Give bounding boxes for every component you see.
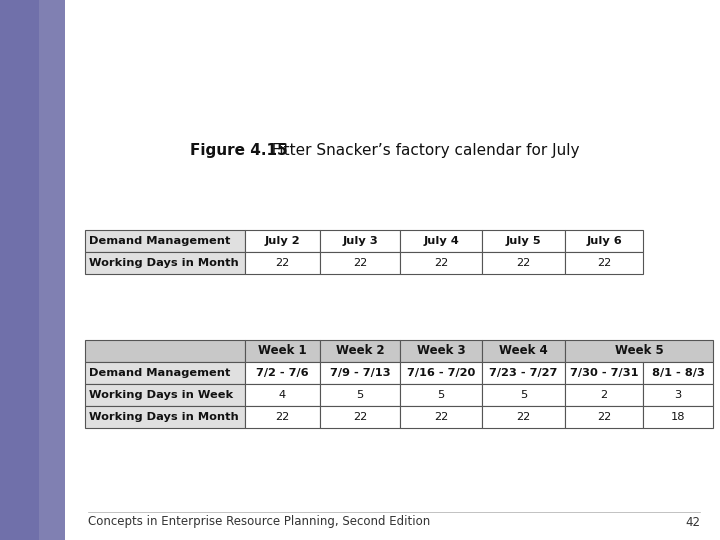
Bar (85, 384, 245, 406)
Bar (565, 384, 643, 406)
Bar (320, 252, 400, 274)
Bar (482, 252, 565, 274)
Bar (320, 230, 400, 252)
Text: 22: 22 (434, 258, 448, 268)
Bar (565, 362, 643, 384)
Text: 22: 22 (275, 412, 289, 422)
Text: 42: 42 (685, 516, 700, 529)
Text: 22: 22 (516, 412, 531, 422)
Text: 7/23 - 7/27: 7/23 - 7/27 (490, 368, 558, 378)
Text: 8/1 - 8/3: 8/1 - 8/3 (652, 368, 704, 378)
Bar (245, 384, 320, 406)
Text: July 5: July 5 (505, 236, 541, 246)
Bar (482, 230, 565, 252)
Bar (643, 384, 713, 406)
Text: July 3: July 3 (342, 236, 378, 246)
Text: 22: 22 (353, 412, 367, 422)
Bar (320, 362, 400, 384)
Bar (245, 362, 320, 384)
Bar (85, 230, 245, 252)
Text: 22: 22 (353, 258, 367, 268)
Text: July 6: July 6 (586, 236, 622, 246)
Text: Working Days in Week: Working Days in Week (89, 390, 233, 400)
Bar (245, 230, 320, 252)
Text: Week 4: Week 4 (499, 345, 548, 357)
Text: Demand Management: Demand Management (89, 368, 230, 378)
Bar (400, 230, 482, 252)
Text: Working Days in Month: Working Days in Month (89, 258, 239, 268)
Bar (85, 252, 245, 274)
Bar (320, 340, 400, 362)
Bar (245, 252, 320, 274)
Text: 22: 22 (434, 412, 448, 422)
Bar (320, 384, 400, 406)
Text: 18: 18 (671, 412, 685, 422)
Bar (565, 252, 643, 274)
Text: 7/16 - 7/20: 7/16 - 7/20 (407, 368, 475, 378)
Bar (643, 362, 713, 384)
Text: 7/9 - 7/13: 7/9 - 7/13 (330, 368, 390, 378)
Bar (39, 0, 65, 540)
Text: Demand Management: Demand Management (89, 236, 230, 246)
Text: Week 3: Week 3 (417, 345, 465, 357)
Bar (85, 340, 245, 362)
Text: Fitter Snacker’s factory calendar for July: Fitter Snacker’s factory calendar for Ju… (262, 143, 580, 158)
Bar (565, 340, 713, 362)
Bar (400, 384, 482, 406)
Text: 7/30 - 7/31: 7/30 - 7/31 (570, 368, 638, 378)
Bar (482, 406, 565, 428)
Bar (400, 362, 482, 384)
Bar (400, 252, 482, 274)
Text: 22: 22 (516, 258, 531, 268)
Text: July 4: July 4 (423, 236, 459, 246)
Bar (400, 340, 482, 362)
Bar (85, 362, 245, 384)
Text: 5: 5 (520, 390, 527, 400)
Text: 22: 22 (597, 412, 611, 422)
Bar (245, 406, 320, 428)
Text: Week 5: Week 5 (615, 345, 663, 357)
Text: Week 2: Week 2 (336, 345, 384, 357)
Text: 5: 5 (437, 390, 445, 400)
Text: Figure 4.15: Figure 4.15 (190, 143, 287, 158)
Text: 2: 2 (600, 390, 608, 400)
Bar (482, 362, 565, 384)
Text: Week 1: Week 1 (258, 345, 307, 357)
Bar (565, 406, 643, 428)
Text: Working Days in Month: Working Days in Month (89, 412, 239, 422)
Text: 4: 4 (279, 390, 286, 400)
Bar (482, 340, 565, 362)
Text: Concepts in Enterprise Resource Planning, Second Edition: Concepts in Enterprise Resource Planning… (88, 516, 431, 529)
Bar (482, 384, 565, 406)
Bar (320, 406, 400, 428)
Bar (643, 406, 713, 428)
Text: 22: 22 (597, 258, 611, 268)
Text: 7/2 - 7/6: 7/2 - 7/6 (256, 368, 309, 378)
Bar (85, 406, 245, 428)
Bar (400, 406, 482, 428)
Text: July 2: July 2 (265, 236, 300, 246)
Bar (0, 0, 65, 540)
Bar (565, 230, 643, 252)
Text: 3: 3 (675, 390, 682, 400)
Text: 5: 5 (356, 390, 364, 400)
Bar (245, 340, 320, 362)
Text: 22: 22 (275, 258, 289, 268)
